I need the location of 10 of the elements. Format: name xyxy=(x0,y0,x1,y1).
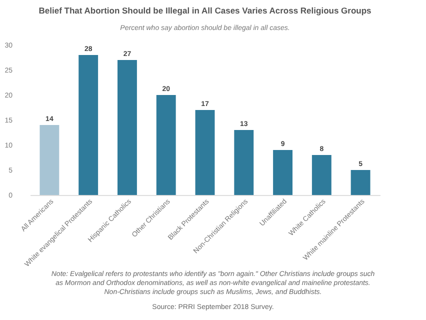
bar xyxy=(234,130,254,195)
bar xyxy=(78,55,98,195)
bar xyxy=(350,170,370,195)
bar xyxy=(40,125,60,195)
chart-title: Belief That Abortion Should be Illegal in All Cases Varies Across Religious Groups xyxy=(38,6,372,16)
bar xyxy=(195,110,215,195)
bar xyxy=(273,150,292,195)
bar xyxy=(156,95,176,195)
bar xyxy=(118,60,137,195)
bar xyxy=(312,155,332,195)
